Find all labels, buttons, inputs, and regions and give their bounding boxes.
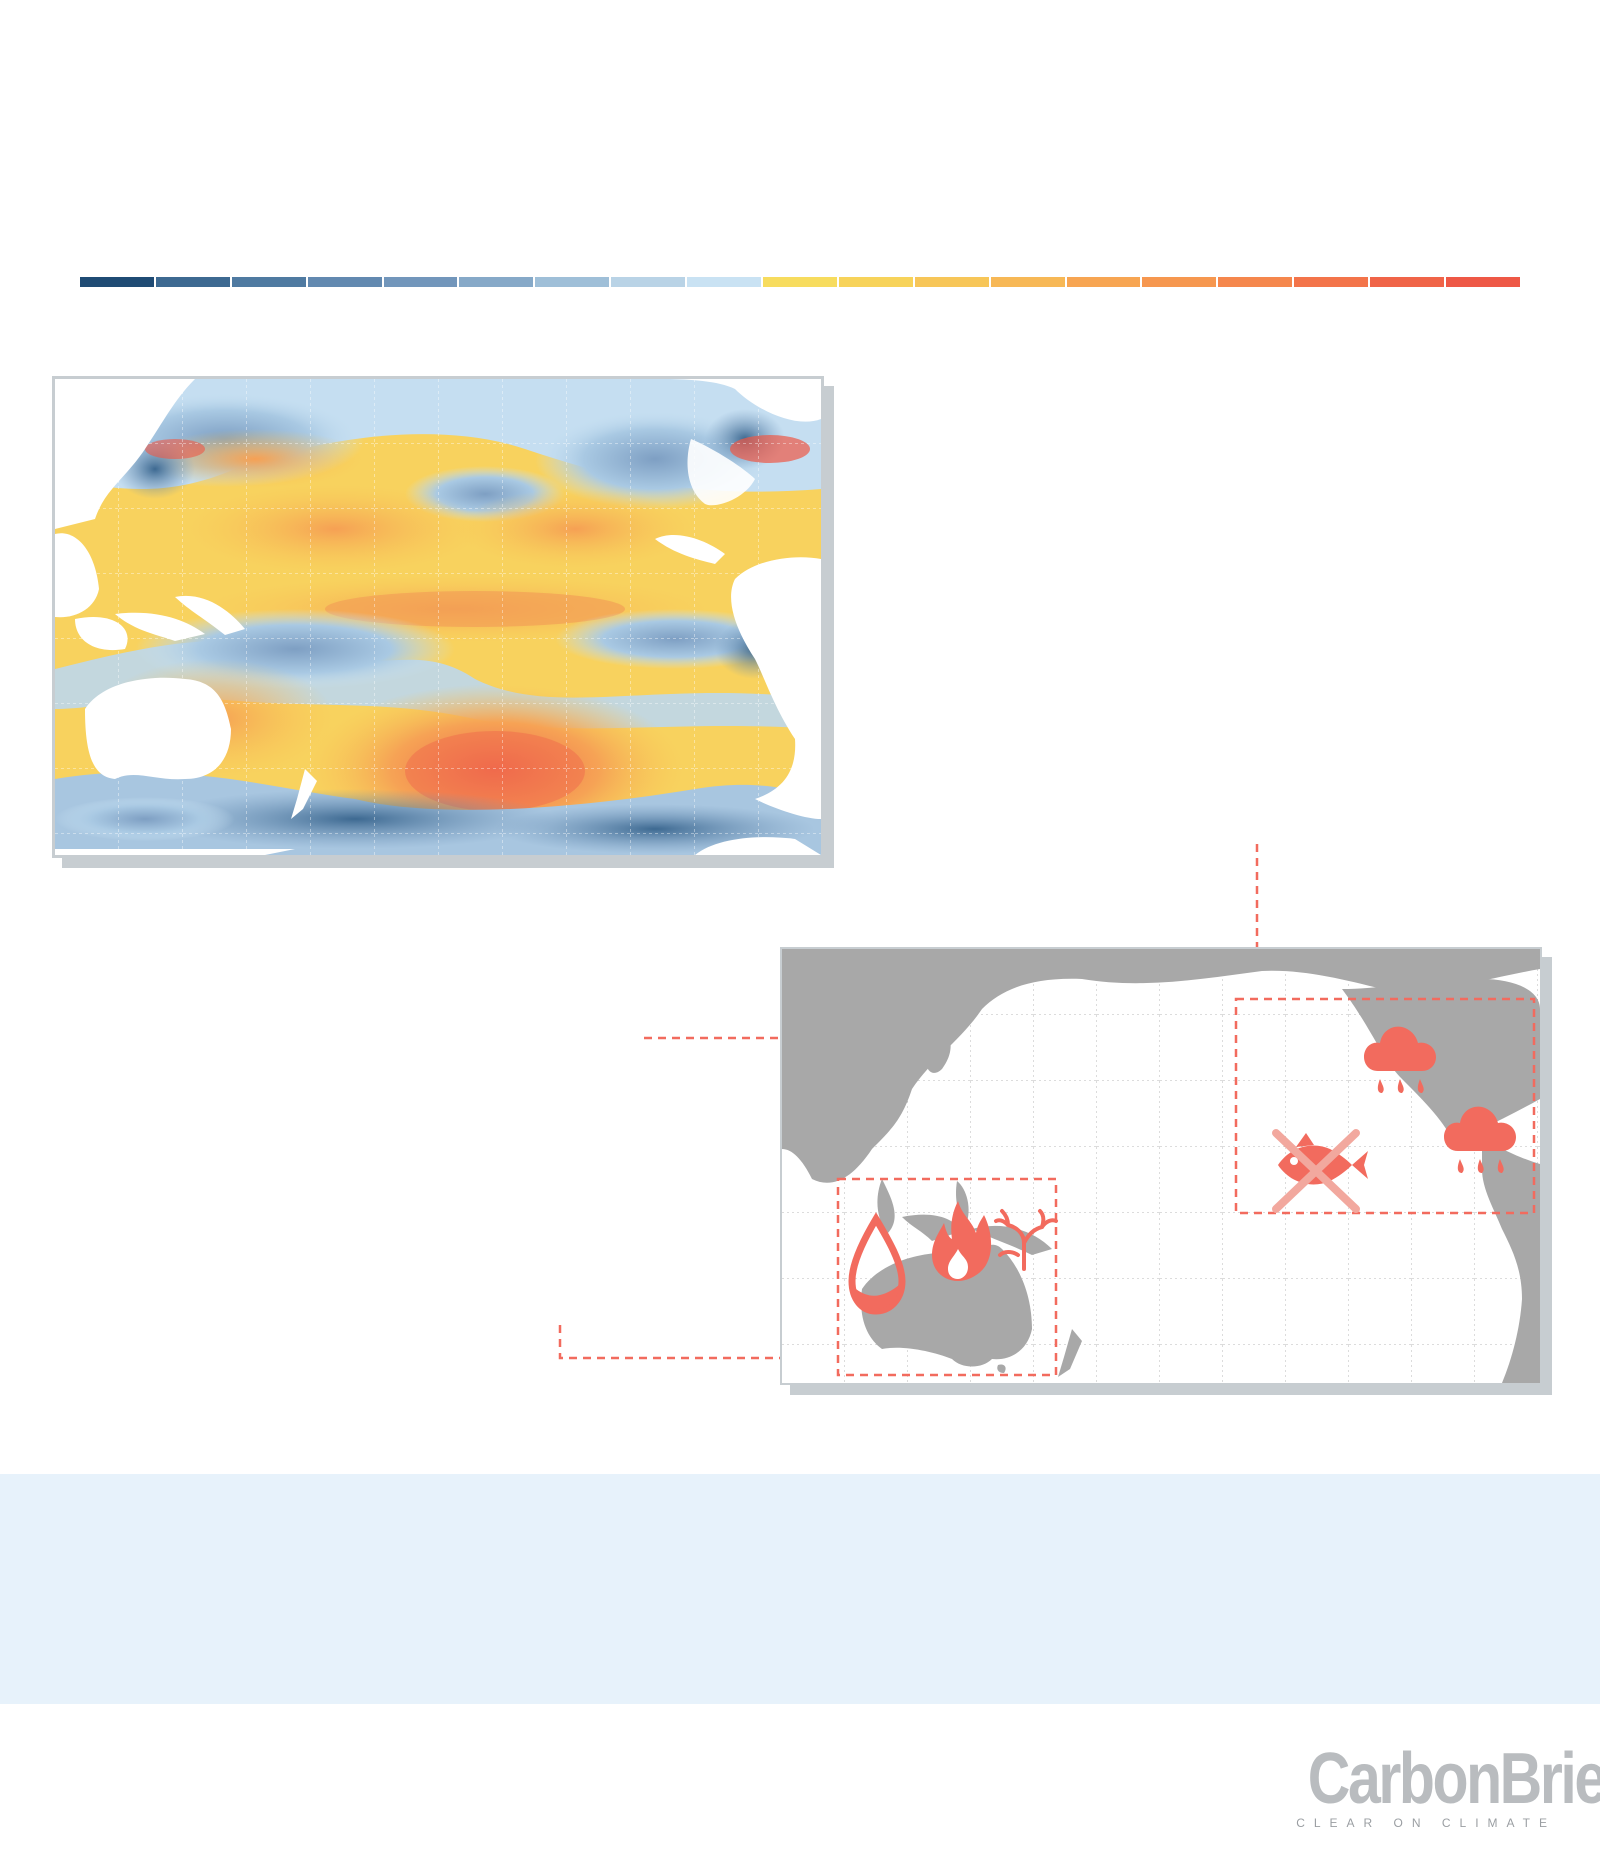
rain-cloud-icon [1444, 1106, 1516, 1173]
legend-swatch-8 [687, 277, 762, 287]
legend-swatch-11 [914, 277, 989, 287]
legend-swatch-2 [231, 277, 306, 287]
south-america-land [1482, 1139, 1540, 1383]
legend-swatch-14 [1142, 277, 1217, 287]
legend-swatch-6 [535, 277, 610, 287]
legend-swatch-18 [1446, 277, 1520, 287]
drought-icon [848, 1212, 906, 1315]
legend-swatch-9 [763, 277, 837, 287]
no-fish-icon [1272, 1129, 1368, 1213]
north-america-land [1342, 979, 1540, 1144]
footnote-panel [0, 1474, 1600, 1704]
el-nino-impacts-map [780, 947, 1542, 1385]
rain-cloud-icon [1364, 1026, 1436, 1093]
connector-line-australasia [558, 1325, 838, 1360]
carbon-brief-logo: CarbonBrief CLEAR ON CLIMATE [1252, 1739, 1600, 1836]
impact-map-canvas [782, 949, 1540, 1383]
logo-tagline: CLEAR ON CLIMATE [1296, 1816, 1556, 1830]
legend-swatch-12 [990, 277, 1065, 287]
coral-icon [994, 1209, 1058, 1271]
legend-swatch-15 [1218, 277, 1293, 287]
sst-anomaly-map [52, 376, 824, 858]
fire-icon [932, 1201, 992, 1281]
legend-swatch-17 [1370, 277, 1445, 287]
legend-swatch-1 [155, 277, 230, 287]
legend-swatch-16 [1294, 277, 1369, 287]
legend-swatch-0 [80, 277, 154, 287]
legend-swatch-13 [1066, 277, 1141, 287]
sst-map-canvas [55, 379, 821, 855]
logo-wordmark: CarbonBrief [1307, 1739, 1600, 1819]
legend-swatch-10 [838, 277, 913, 287]
legend-swatch-3 [307, 277, 382, 287]
legend-swatch-4 [383, 277, 458, 287]
region-boxes [836, 997, 1536, 1377]
legend-swatch-5 [459, 277, 534, 287]
legend-swatch-7 [611, 277, 686, 287]
eurasia-land [782, 949, 1540, 1183]
colour-legend [80, 277, 1520, 287]
region-box-australasia [836, 1177, 1058, 1377]
region-box-americas [1234, 997, 1536, 1215]
